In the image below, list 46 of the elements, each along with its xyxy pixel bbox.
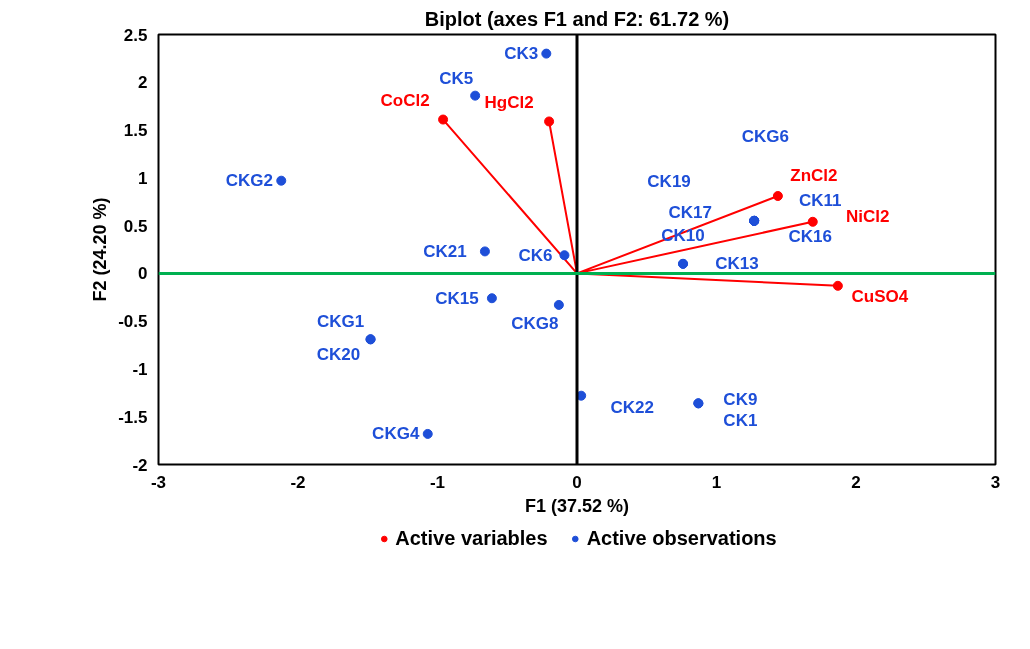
x-tick-label: 3 bbox=[990, 472, 1001, 492]
x-tick-label: -3 bbox=[150, 472, 167, 492]
y-axis-title: F2 (24.20 %) bbox=[90, 197, 111, 302]
annotation: CK6 bbox=[518, 245, 553, 265]
annotation: CK15 bbox=[435, 288, 479, 308]
annotation: CuSO4 bbox=[851, 287, 909, 307]
legend-label: Active variables bbox=[395, 526, 548, 550]
annotation: NiCl2 bbox=[846, 207, 890, 227]
y-tick-label: 0 bbox=[138, 264, 148, 284]
y-tick-label: 0.5 bbox=[123, 216, 148, 236]
legend-label: Active observations bbox=[586, 526, 777, 550]
annotation: HgCl2 bbox=[484, 92, 534, 112]
x-tick-label: 0 bbox=[572, 472, 582, 492]
annotation: CK1 bbox=[723, 410, 758, 430]
annotation: CK19 bbox=[647, 172, 691, 192]
y-tick-label: 2 bbox=[138, 73, 148, 93]
x-tick-label: -2 bbox=[290, 472, 306, 492]
y-tick-label: 2.5 bbox=[123, 25, 148, 45]
annotation: CKG2 bbox=[225, 171, 273, 191]
annotation: CoCl2 bbox=[380, 91, 430, 111]
y-tick-label: -1.5 bbox=[118, 407, 148, 427]
annotation: ZnCl2 bbox=[790, 166, 838, 186]
y-tick-label: -0.5 bbox=[118, 312, 148, 332]
annotation: CKG4 bbox=[372, 424, 420, 444]
y-tick-label: 1.5 bbox=[123, 121, 148, 141]
y-tick-label: -2 bbox=[132, 455, 148, 475]
y-tick-label: -1 bbox=[132, 359, 148, 379]
annotation: CK11 bbox=[798, 191, 842, 211]
annotation: CKG1 bbox=[316, 311, 365, 331]
annotation: CK9 bbox=[723, 389, 758, 409]
annotation: CK13 bbox=[715, 254, 759, 274]
chart-title: Biplot (axes F1 and F2: 61.72 %) bbox=[424, 7, 730, 30]
annotation: CK5 bbox=[439, 69, 474, 89]
x-tick-label: 1 bbox=[711, 472, 722, 492]
annotation: CKG8 bbox=[511, 314, 559, 334]
annotation: CK16 bbox=[788, 227, 832, 247]
annotation: CK3 bbox=[504, 44, 539, 64]
annotation: CK17 bbox=[668, 203, 712, 223]
annotation: CK20 bbox=[316, 344, 361, 364]
x-axis-title: F1 (37.52 %) bbox=[524, 495, 630, 516]
annotation: CK22 bbox=[610, 398, 654, 418]
x-tick-label: -1 bbox=[429, 472, 446, 492]
annotation: CK21 bbox=[423, 241, 467, 261]
y-tick-label: 1 bbox=[138, 168, 148, 188]
x-tick-label: 2 bbox=[851, 472, 861, 492]
annotation: CKG6 bbox=[741, 127, 789, 147]
